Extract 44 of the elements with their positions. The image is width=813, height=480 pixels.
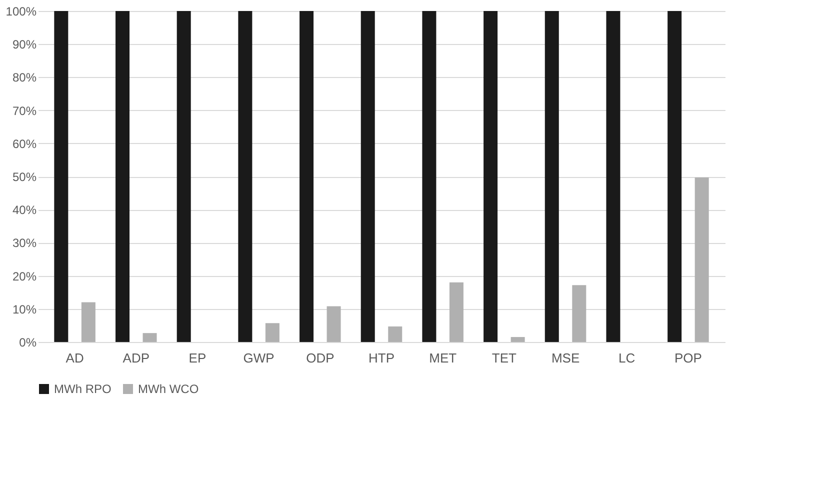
bar [81, 302, 96, 342]
legend-label: MWh RPO [54, 382, 112, 396]
y-tick-label: 40% [12, 203, 37, 218]
bar [606, 11, 620, 342]
y-tick-label: 20% [12, 269, 37, 284]
x-tick-label: EP [188, 350, 206, 366]
bar [484, 11, 498, 342]
y-tick-label: 70% [12, 104, 37, 118]
y-tick-label: 100% [6, 4, 37, 18]
bar [54, 11, 68, 342]
x-tick-label: TET [492, 350, 517, 366]
bar [388, 326, 402, 342]
x-tick-label: GWP [243, 350, 274, 366]
x-tick-label: HTP [368, 350, 394, 366]
y-tick-label: 30% [12, 236, 37, 250]
y-tick-label: 50% [12, 170, 37, 184]
bar [300, 11, 314, 342]
x-tick-label: MET [429, 350, 457, 366]
bar [238, 11, 252, 342]
x-tick-label: POP [674, 350, 702, 366]
bar [142, 333, 157, 342]
x-tick-label: ADP [122, 350, 150, 366]
y-tick-label: 60% [12, 136, 37, 151]
bar [176, 11, 191, 342]
bar [422, 11, 436, 342]
x-tick-label: ODP [306, 350, 334, 366]
bar [694, 177, 709, 342]
bar [449, 282, 464, 342]
bar [265, 323, 280, 342]
y-tick-label: 80% [12, 70, 37, 85]
bar [572, 285, 586, 342]
bar [116, 11, 130, 342]
bar [544, 11, 559, 342]
bar [668, 11, 682, 342]
y-tick-label: 90% [12, 38, 37, 52]
x-tick-label: MSE [551, 350, 580, 366]
bar [360, 11, 375, 342]
bar [326, 306, 341, 342]
x-tick-label: LC [618, 350, 636, 366]
x-tick-label: AD [66, 350, 84, 366]
legend-label: MWh WCO [138, 382, 199, 396]
y-tick-label: 0% [19, 336, 37, 350]
bar [510, 337, 525, 342]
y-tick-label: 10% [12, 302, 37, 316]
